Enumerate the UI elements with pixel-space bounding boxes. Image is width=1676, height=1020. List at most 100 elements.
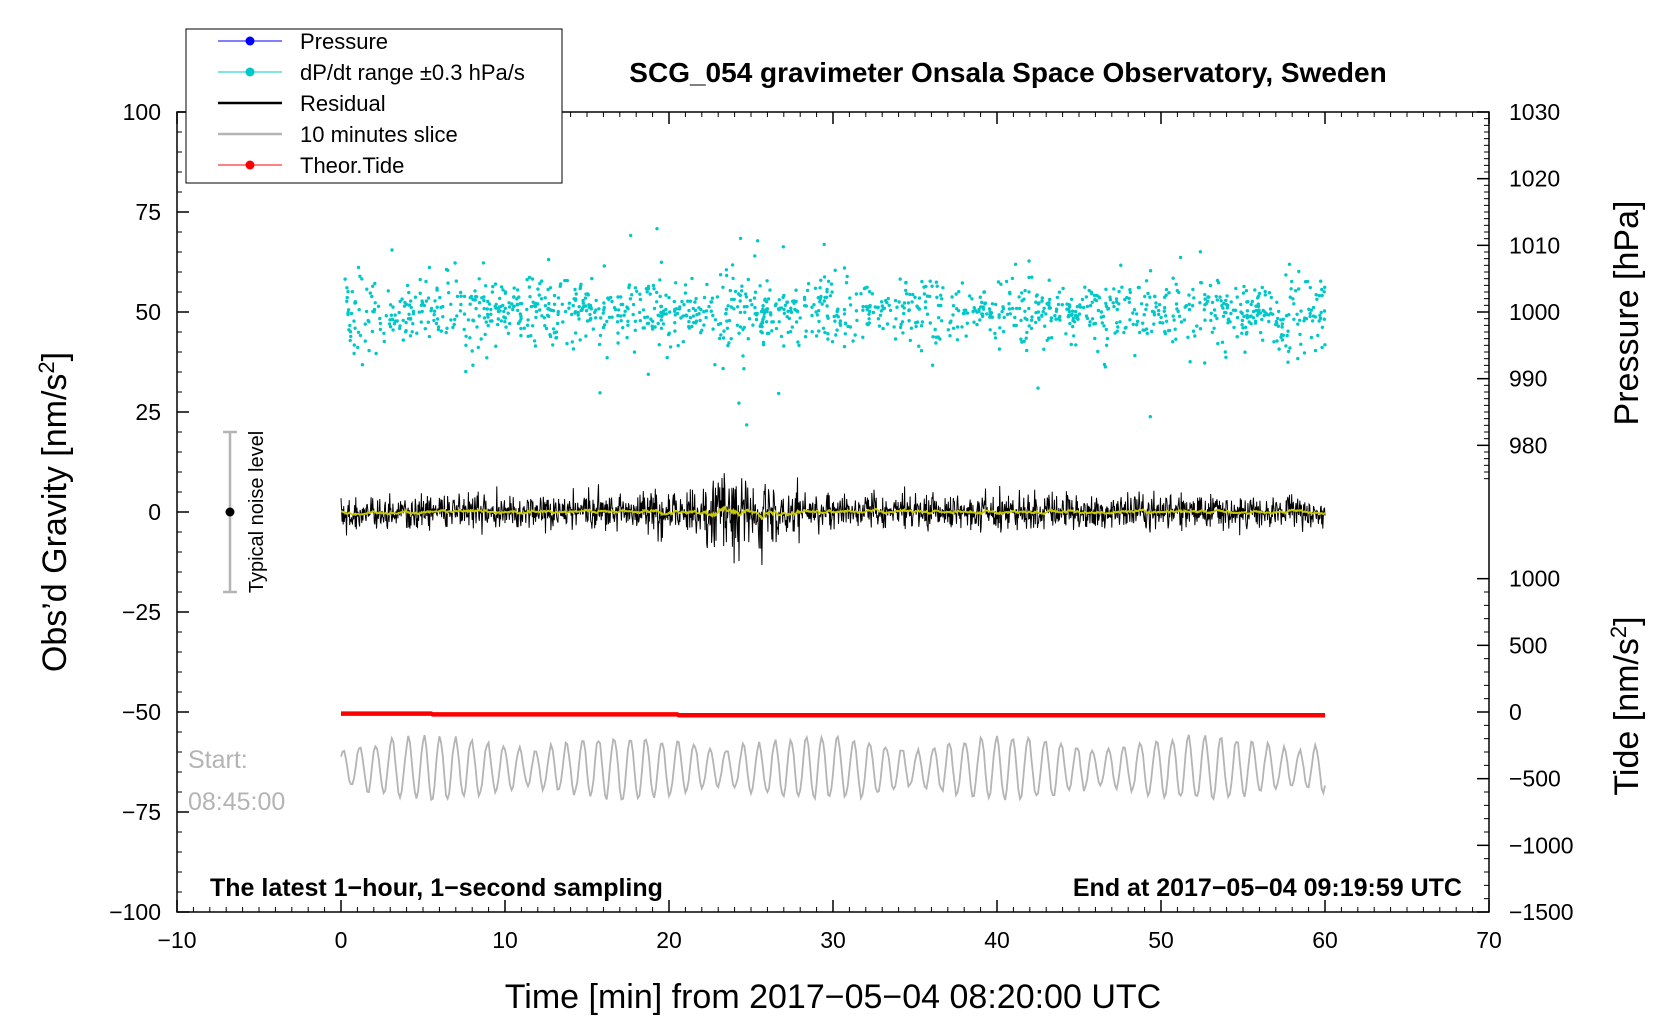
dpdt-point <box>555 321 560 326</box>
dpdt-point <box>955 325 960 329</box>
dpdt-point <box>1143 294 1147 299</box>
legend-label: dP/dt range ±0.3 hPa/s <box>300 60 525 85</box>
dpdt-point <box>455 314 459 318</box>
dpdt-point <box>444 267 449 272</box>
dpdt-point <box>638 310 642 315</box>
dpdt-point <box>552 293 557 298</box>
dpdt-point <box>737 292 741 296</box>
dpdt-point <box>1152 310 1156 314</box>
dpdt-point <box>578 338 582 342</box>
dpdt-point <box>867 312 871 316</box>
dpdt-point <box>738 299 742 303</box>
dpdt-point <box>785 300 789 305</box>
dpdt-point <box>1000 310 1004 314</box>
dpdt-point <box>1259 330 1263 335</box>
dpdt-point <box>384 314 388 318</box>
dpdt-point <box>1263 289 1267 294</box>
dpdt-point <box>887 303 891 307</box>
dpdt-point <box>1017 306 1022 311</box>
dpdt-point <box>1088 323 1092 327</box>
dpdt-point <box>512 295 516 299</box>
tide-tick-label: 500 <box>1509 632 1547 658</box>
dpdt-point <box>842 312 847 316</box>
dpdt-point <box>985 312 989 316</box>
dpdt-point <box>1263 293 1268 297</box>
dpdt-point <box>497 305 502 309</box>
dpdt-point <box>1319 279 1323 283</box>
dpdt-point <box>1219 299 1223 303</box>
dpdt-point <box>1291 297 1295 301</box>
dpdt-point <box>1164 319 1169 323</box>
dpdt-point <box>527 285 532 289</box>
dpdt-point <box>364 309 369 314</box>
dpdt-point <box>551 327 556 331</box>
dpdt-point <box>1115 300 1119 304</box>
dpdt-point <box>853 333 857 337</box>
dpdt-point <box>1136 285 1141 290</box>
dpdt-point <box>1001 329 1006 334</box>
dpdt-point <box>894 317 898 321</box>
dpdt-point <box>885 300 889 305</box>
dpdt-point <box>506 311 510 315</box>
dpdt-point <box>1008 312 1012 316</box>
dpdt-point <box>1292 317 1296 321</box>
dpdt-point <box>980 300 984 304</box>
dpdt-point <box>365 287 369 291</box>
dpdt-point <box>418 291 422 295</box>
dpdt-point <box>1037 317 1041 322</box>
dpdt-point <box>373 281 377 286</box>
dpdt-point <box>1242 284 1246 289</box>
dpdt-point <box>1047 303 1051 307</box>
dpdt-point <box>420 309 424 314</box>
dpdt-point <box>1303 316 1307 320</box>
dpdt-point <box>705 282 709 287</box>
dpdt-point <box>1216 341 1220 346</box>
dpdt-point <box>489 312 493 316</box>
dpdt-point <box>829 282 834 286</box>
dpdt-point <box>1072 320 1077 324</box>
dpdt-point <box>1027 324 1031 328</box>
dpdt-point <box>1241 326 1245 330</box>
dpdt-point <box>1042 306 1046 310</box>
dpdt-point <box>616 341 620 345</box>
dpdt-point <box>638 297 643 302</box>
dpdt-point <box>458 290 463 295</box>
dpdt-point <box>871 310 876 315</box>
dpdt-point <box>546 287 550 292</box>
dpdt-point <box>648 292 652 296</box>
dpdt-point <box>683 291 688 295</box>
dpdt-point <box>904 288 908 293</box>
dpdt-point <box>1154 305 1158 309</box>
dpdt-point <box>459 302 463 307</box>
dpdt-point <box>1158 320 1162 325</box>
dpdt-point <box>643 315 647 320</box>
dpdt-point <box>895 305 899 309</box>
tide-axis-title: Tide [nm/s2] <box>1606 616 1647 795</box>
dpdt-point <box>1319 310 1323 315</box>
dpdt-point <box>892 325 896 329</box>
dpdt-point <box>459 294 463 298</box>
dpdt-point <box>718 273 723 277</box>
dpdt-point <box>567 306 571 310</box>
dpdt-point <box>407 290 411 295</box>
dpdt-point <box>1146 291 1150 296</box>
dpdt-point <box>1007 302 1011 306</box>
dpdt-point <box>464 334 468 338</box>
dpdt-point <box>623 309 627 313</box>
dpdt-point <box>1261 338 1265 342</box>
dpdt-point <box>481 261 486 265</box>
dpdt-point <box>1162 295 1167 299</box>
dpdt-point <box>941 286 945 290</box>
dpdt-point <box>466 318 471 322</box>
dpdt-point <box>1157 312 1161 317</box>
dpdt-point <box>653 325 657 329</box>
dpdt-point <box>940 319 944 323</box>
dpdt-point <box>851 339 855 343</box>
dpdt-point <box>1240 331 1244 335</box>
dpdt-point <box>755 239 760 243</box>
dpdt-point <box>561 320 565 324</box>
dpdt-point <box>651 319 655 323</box>
dpdt-point <box>607 315 612 319</box>
dpdt-point <box>411 322 415 326</box>
dpdt-point <box>353 301 357 305</box>
